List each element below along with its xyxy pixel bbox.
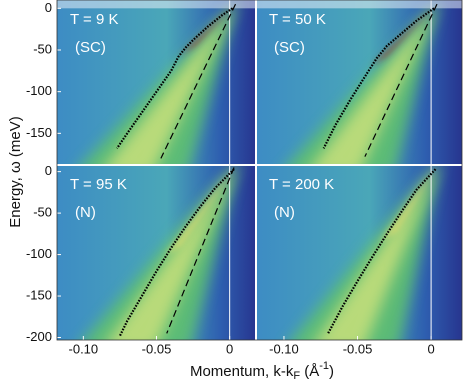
y-tick-label: -200: [26, 329, 52, 344]
frame: [56, 0, 463, 341]
panel-title: T = 200 K: [269, 176, 334, 193]
dispersion-line: [322, 7, 435, 149]
intensity-ridge: [370, 4, 437, 67]
intensity-ridge: [165, 165, 237, 256]
x-label-sup: -1: [319, 360, 329, 372]
x-tick-label: 0: [226, 341, 233, 356]
panel-subtitle: (N): [75, 204, 96, 221]
fermi-strip: [57, 0, 256, 9]
x-axis-label: Momentum, k-kF (Å-1): [190, 360, 334, 382]
x-label-main: Momentum, k-k: [190, 363, 294, 380]
panel-subtitle: (N): [274, 204, 295, 221]
x-label-sub: F: [293, 370, 300, 382]
y-tick-label: -100: [26, 83, 52, 98]
y-tick-label: -50: [33, 205, 52, 220]
y-tick-label: -100: [26, 246, 52, 261]
bare-band-line: [160, 3, 237, 159]
bare-band-line: [166, 167, 235, 334]
y-tick-label: 0: [45, 0, 52, 15]
y-tick-label: -50: [33, 41, 52, 56]
x-tick-label: -0.10: [269, 341, 299, 356]
x-tick-label: 0: [427, 341, 434, 356]
y-tick-label: -150: [26, 287, 52, 302]
x-tick-label: -0.05: [142, 341, 172, 356]
x-label-unit: (Å: [300, 363, 319, 380]
intensity-core: [313, 2, 438, 165]
x-label-close: ): [329, 363, 334, 380]
dispersion-line: [116, 7, 234, 149]
panel-subtitle: (SC): [75, 39, 106, 56]
intensity-core: [106, 2, 236, 165]
x-tick-label: -0.10: [69, 341, 99, 356]
intensity-ridge: [380, 165, 438, 242]
panel-title: T = 9 K: [70, 11, 119, 28]
bare-band-line: [364, 3, 438, 157]
y-axis-label: Energy, ω (meV): [7, 116, 24, 227]
y-tick-label: -150: [26, 125, 52, 140]
intensity-ridge: [179, 4, 235, 56]
panel: [57, 165, 256, 340]
panel-subtitle: (SC): [274, 39, 305, 56]
intensity-wedge: [287, 0, 440, 165]
y-tick-label: 0: [45, 163, 52, 178]
panel: [57, 0, 256, 165]
panel: [256, 165, 462, 340]
x-tick-label: -0.05: [343, 341, 373, 356]
panel-title: T = 50 K: [269, 11, 326, 28]
panel-title: T = 95 K: [70, 176, 127, 193]
fermi-strip: [256, 0, 462, 9]
panel: [256, 0, 462, 165]
